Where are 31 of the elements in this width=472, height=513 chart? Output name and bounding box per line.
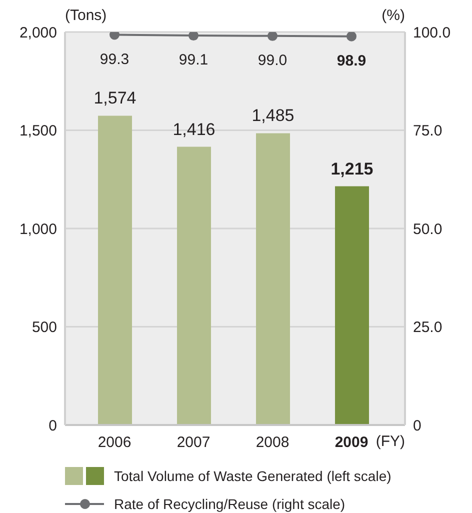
data-label: 99.1 (178, 52, 208, 69)
data-label: 1,485 (252, 106, 294, 126)
x-tick-label: 2009 (334, 434, 368, 451)
x-tick-label: 2006 (98, 434, 132, 451)
y2-tick-label: 0 (413, 417, 422, 434)
y2-tick-label: 25.0 (413, 319, 442, 336)
data-label: 1,574 (94, 88, 136, 108)
x-tick-label: 2007 (176, 434, 210, 451)
y-tick-label: 1,000 (19, 220, 57, 238)
bar (177, 146, 211, 425)
y2-tick-label: 50.0 (413, 220, 442, 238)
x-tick-label: 2008 (256, 434, 290, 451)
bar (98, 116, 132, 425)
legend-label: Total Volume of Waste Generated (left scale) (114, 468, 392, 484)
data-label: 99.3 (100, 50, 130, 68)
x-axis-title: (FY) (376, 433, 405, 450)
y-tick-label: 2,000 (19, 24, 57, 42)
bar (335, 186, 369, 425)
y-tick-label: 0 (48, 417, 57, 434)
y-axis-title: (Tons) (65, 7, 107, 24)
y-tick-label: 500 (32, 319, 57, 336)
y-tick-label: 1,500 (19, 122, 57, 140)
legend-label: Rate of Recycling/Reuse (right scale) (114, 496, 346, 512)
y2-tick-label: 75.0 (413, 122, 442, 140)
y2-tick-label: 100.0 (413, 24, 451, 42)
data-label: 1,416 (172, 120, 216, 139)
data-label: 98.9 (336, 52, 366, 70)
data-label: 99.0 (258, 52, 288, 69)
data-label: 1,215 (330, 159, 374, 178)
bar (256, 133, 290, 425)
y2-axis-title: (%) (382, 7, 405, 24)
